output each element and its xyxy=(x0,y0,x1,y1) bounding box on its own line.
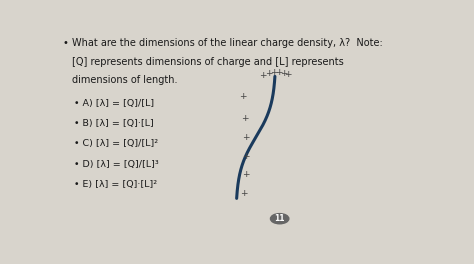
Text: +: + xyxy=(242,152,250,161)
Text: • A) [λ] = [Q]/[L]: • A) [λ] = [Q]/[L] xyxy=(74,99,154,108)
Text: What are the dimensions of the linear charge density, λ?  Note:: What are the dimensions of the linear ch… xyxy=(72,38,383,48)
Text: +: + xyxy=(242,133,249,142)
Text: +: + xyxy=(265,69,273,78)
Text: +: + xyxy=(275,68,283,77)
Circle shape xyxy=(271,214,289,224)
Text: • B) [λ] = [Q]·[L]: • B) [λ] = [Q]·[L] xyxy=(74,119,154,128)
Text: +: + xyxy=(270,68,278,77)
Text: • E) [λ] = [Q]·[L]²: • E) [λ] = [Q]·[L]² xyxy=(74,180,157,189)
Text: +: + xyxy=(239,92,246,101)
Text: +: + xyxy=(241,114,248,122)
Text: dimensions of length.: dimensions of length. xyxy=(72,76,178,85)
Text: +: + xyxy=(284,70,292,79)
Text: +: + xyxy=(240,189,247,198)
Text: [Q] represents dimensions of charge and [L] represents: [Q] represents dimensions of charge and … xyxy=(72,57,344,67)
Text: • C) [λ] = [Q]/[L]²: • C) [λ] = [Q]/[L]² xyxy=(74,139,158,148)
Text: • D) [λ] = [Q]/[L]³: • D) [λ] = [Q]/[L]³ xyxy=(74,160,159,169)
Text: +: + xyxy=(242,171,249,180)
Text: 11: 11 xyxy=(274,214,285,223)
Text: •: • xyxy=(63,38,69,48)
Text: +: + xyxy=(259,71,267,80)
Text: +: + xyxy=(280,69,287,78)
